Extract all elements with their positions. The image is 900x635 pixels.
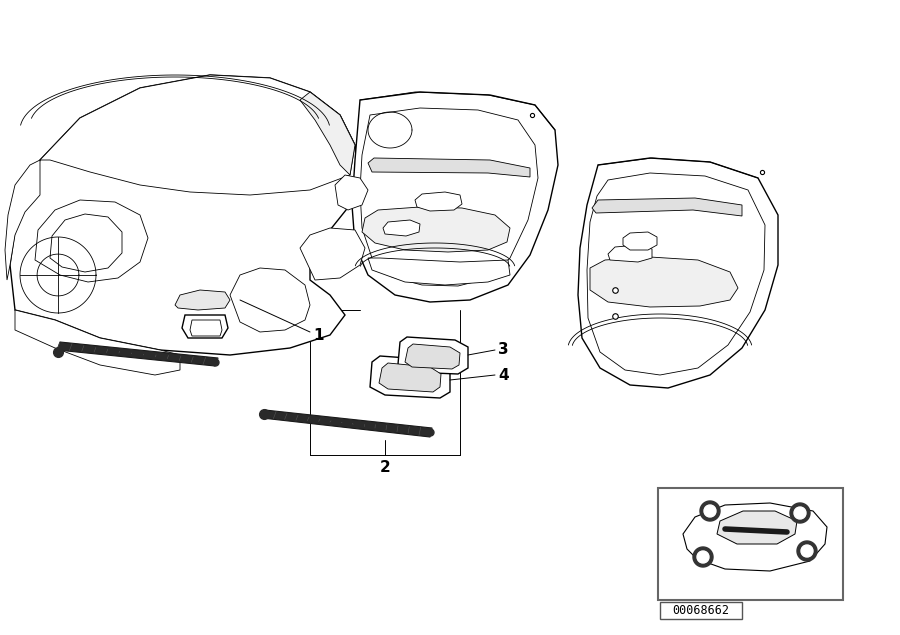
Circle shape xyxy=(794,507,806,519)
Circle shape xyxy=(790,503,810,523)
Bar xyxy=(660,602,742,619)
Bar xyxy=(658,488,843,600)
Polygon shape xyxy=(590,257,738,307)
Polygon shape xyxy=(190,320,222,336)
Polygon shape xyxy=(15,310,180,375)
Polygon shape xyxy=(383,220,420,236)
Polygon shape xyxy=(717,511,797,544)
Circle shape xyxy=(700,501,720,521)
Polygon shape xyxy=(40,75,355,195)
Polygon shape xyxy=(352,92,558,302)
Polygon shape xyxy=(175,290,230,310)
Polygon shape xyxy=(360,108,538,286)
Polygon shape xyxy=(592,198,742,216)
Text: 2: 2 xyxy=(380,460,391,475)
Polygon shape xyxy=(182,315,228,338)
Polygon shape xyxy=(57,342,218,366)
Polygon shape xyxy=(405,344,460,369)
Polygon shape xyxy=(362,207,510,252)
Polygon shape xyxy=(300,228,365,280)
Circle shape xyxy=(693,547,713,567)
Polygon shape xyxy=(398,337,468,374)
Polygon shape xyxy=(262,410,432,437)
Polygon shape xyxy=(415,192,462,211)
Polygon shape xyxy=(370,356,450,398)
Polygon shape xyxy=(300,92,355,175)
Text: 00068662: 00068662 xyxy=(672,603,730,617)
Polygon shape xyxy=(10,75,360,355)
Text: 4: 4 xyxy=(498,368,508,382)
Polygon shape xyxy=(50,214,122,272)
Circle shape xyxy=(797,541,817,561)
Circle shape xyxy=(704,505,716,517)
Polygon shape xyxy=(335,175,368,210)
Polygon shape xyxy=(578,158,778,388)
Polygon shape xyxy=(368,158,530,177)
Polygon shape xyxy=(5,160,40,280)
Text: 3: 3 xyxy=(498,342,508,358)
Text: 1: 1 xyxy=(313,328,323,342)
Polygon shape xyxy=(230,268,310,332)
Polygon shape xyxy=(683,503,827,571)
Polygon shape xyxy=(379,363,441,392)
Circle shape xyxy=(697,551,709,563)
Polygon shape xyxy=(608,245,652,262)
Polygon shape xyxy=(623,232,657,250)
Polygon shape xyxy=(587,173,765,375)
Polygon shape xyxy=(35,200,148,282)
Circle shape xyxy=(801,545,813,557)
Polygon shape xyxy=(368,258,510,285)
